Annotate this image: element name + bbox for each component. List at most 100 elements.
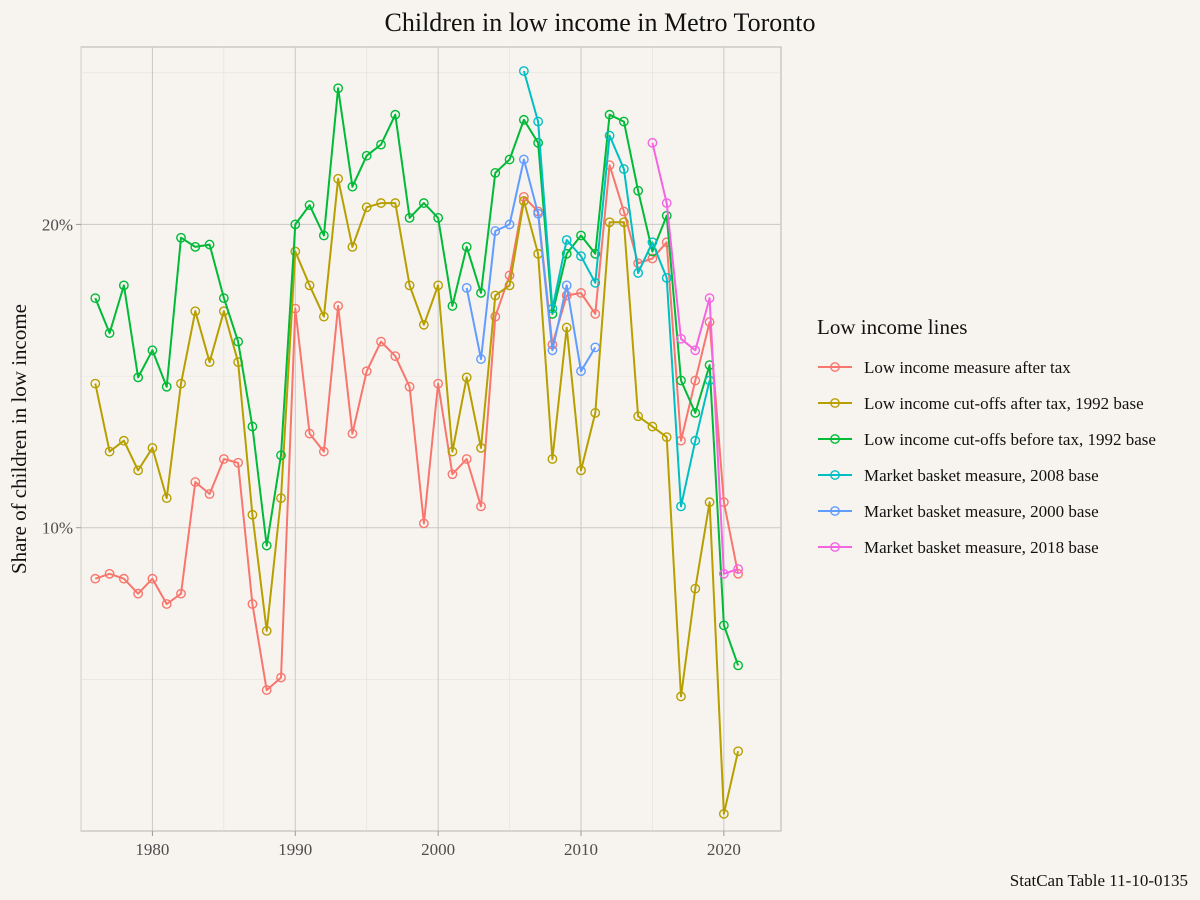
- grid-lines: [80, 47, 781, 831]
- data-point: [190, 241, 201, 252]
- data-point: [218, 293, 229, 304]
- data-point: [404, 381, 415, 392]
- data-point: [147, 345, 158, 356]
- data-point: [604, 130, 615, 141]
- data-point: [433, 213, 444, 223]
- data-point: [247, 599, 258, 609]
- data-point: [590, 248, 601, 259]
- data-point: [161, 493, 172, 504]
- data-point: [104, 568, 115, 579]
- data-point: [647, 421, 658, 432]
- data-point: [704, 293, 715, 304]
- series-group: [90, 83, 744, 671]
- data-point: [276, 493, 286, 504]
- data-point: [704, 497, 715, 508]
- legend-label: Low income cut-offs after tax, 1992 base: [864, 394, 1144, 413]
- x-tick-label: 2020: [707, 840, 741, 859]
- data-point: [690, 583, 701, 594]
- data-point: [533, 137, 544, 148]
- data-point: [718, 568, 729, 579]
- data-point: [404, 213, 415, 223]
- data-point: [661, 272, 672, 283]
- data-point: [233, 336, 244, 347]
- y-tick-label: 10%: [42, 519, 73, 538]
- data-point: [704, 317, 715, 327]
- data-point: [276, 672, 286, 683]
- data-point: [690, 345, 701, 356]
- series-line: [94, 177, 740, 815]
- data-point: [676, 501, 686, 512]
- data-point: [118, 280, 129, 291]
- data-point: [318, 230, 329, 241]
- data-point: [190, 306, 201, 317]
- data-point: [376, 198, 386, 208]
- data-point: [718, 620, 729, 631]
- data-point: [547, 345, 558, 356]
- data-point: [447, 469, 458, 480]
- data-point: [433, 280, 444, 291]
- data-point: [576, 230, 586, 241]
- legend-title: Low income lines: [817, 315, 967, 339]
- data-point: [590, 408, 601, 418]
- data-point: [361, 150, 372, 161]
- data-point: [333, 173, 344, 184]
- data-point: [647, 137, 658, 148]
- data-point: [647, 237, 658, 248]
- data-point: [690, 375, 701, 386]
- data-point: [418, 518, 429, 529]
- data-point: [461, 454, 472, 464]
- data-point: [490, 290, 501, 301]
- series-group: [461, 154, 601, 377]
- data-point: [490, 226, 501, 236]
- data-point: [318, 446, 329, 457]
- data-point: [504, 280, 515, 291]
- data-point: [261, 685, 272, 695]
- data-point: [490, 311, 501, 322]
- data-point: [390, 198, 401, 208]
- data-point: [590, 342, 601, 353]
- data-point: [418, 198, 429, 208]
- data-point: [347, 241, 358, 252]
- data-point: [333, 83, 344, 94]
- x-tick-label: 1980: [135, 840, 169, 859]
- data-point: [204, 489, 215, 499]
- data-point: [633, 185, 644, 196]
- data-point: [733, 564, 744, 574]
- data-point: [633, 268, 644, 278]
- data-point: [90, 573, 101, 584]
- series-group: [90, 160, 744, 695]
- data-point: [590, 309, 601, 319]
- data-point: [504, 154, 515, 165]
- data-point: [304, 200, 315, 211]
- data-point: [347, 181, 358, 192]
- data-point: [133, 588, 144, 599]
- data-point: [376, 139, 386, 150]
- x-tick-label: 2000: [421, 840, 455, 859]
- data-point: [133, 372, 144, 383]
- data-point: [661, 432, 672, 443]
- data-point: [518, 196, 529, 206]
- series-line: [465, 158, 597, 373]
- series-line: [94, 87, 740, 666]
- data-point: [204, 239, 215, 250]
- data-point: [676, 333, 686, 344]
- data-point: [204, 357, 215, 368]
- data-point: [461, 282, 472, 293]
- series-group: [90, 173, 744, 819]
- data-point: [104, 328, 115, 339]
- series-group: [647, 137, 744, 579]
- data-point: [604, 109, 615, 120]
- data-point: [147, 443, 158, 453]
- legend-key-point: [830, 506, 840, 516]
- data-point: [361, 202, 372, 213]
- data-point: [247, 421, 258, 432]
- data-point: [576, 288, 586, 298]
- data-point: [318, 311, 329, 322]
- series-line: [651, 142, 739, 575]
- data-point: [190, 477, 201, 487]
- x-tick-label: 2010: [564, 840, 598, 859]
- data-point: [90, 293, 101, 304]
- data-point: [218, 454, 229, 464]
- data-point: [304, 280, 315, 291]
